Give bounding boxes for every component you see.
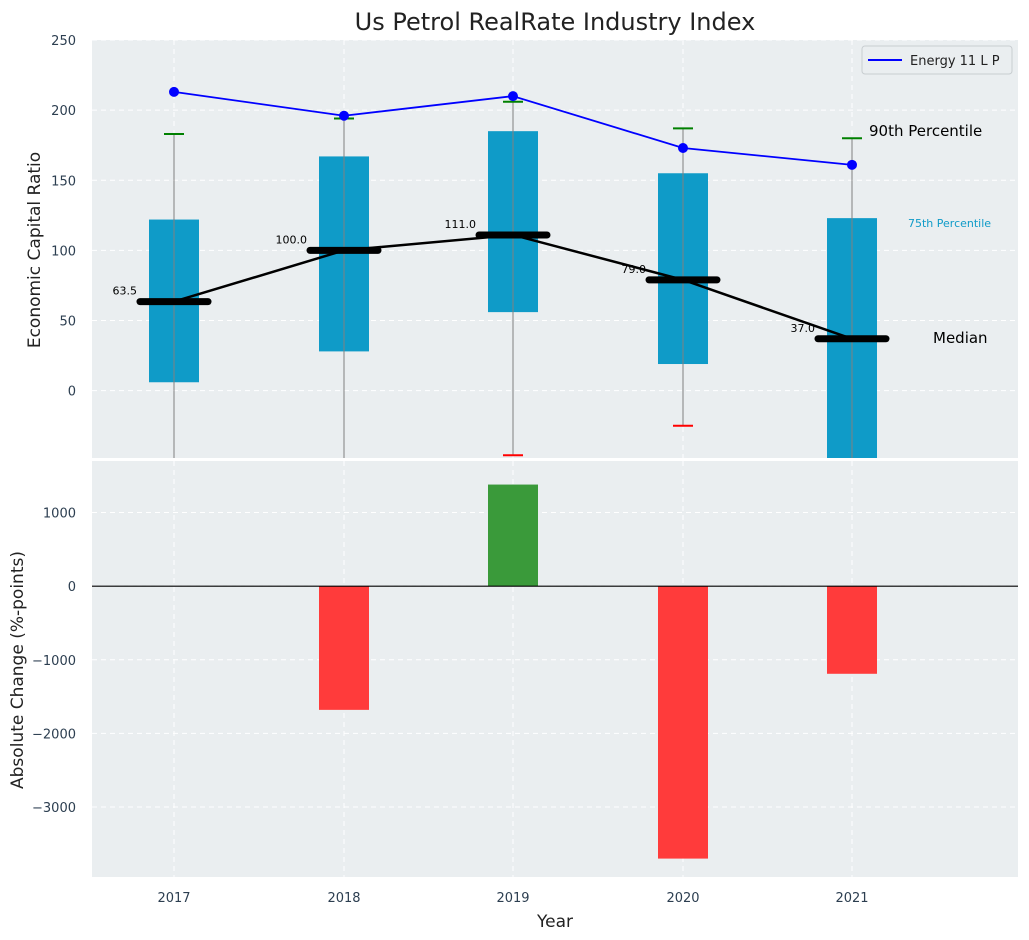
median-trend xyxy=(173,233,853,340)
top-plot-area xyxy=(92,40,1018,458)
top-y-tick-label: 250 xyxy=(51,34,76,49)
energy-series-point xyxy=(508,91,518,102)
annotation-90th-percentile: 90th Percentile xyxy=(869,122,982,140)
bottom-y-tick-label: −2000 xyxy=(32,727,76,742)
legend-label: Energy 11 L P xyxy=(910,54,1000,69)
bottom-y-axis-label: Absolute Change (%-points) xyxy=(8,551,28,789)
median-value-label: 100.0 xyxy=(276,233,308,246)
x-tick-label: 2020 xyxy=(666,891,699,906)
bottom-plot-area xyxy=(92,461,1018,877)
top-y-tick-label: 0 xyxy=(68,385,76,400)
x-tick-label: 2021 xyxy=(835,891,868,906)
energy-series-point xyxy=(169,86,179,97)
chart-title: Us Petrol RealRate Industry Index xyxy=(355,8,756,36)
median-value-label: 79.0 xyxy=(622,263,647,276)
bottom-y-tick-label: −1000 xyxy=(32,654,76,669)
x-tick-label: 2017 xyxy=(157,891,190,906)
median-value-label: 111.0 xyxy=(445,218,477,231)
x-tick-label: 2018 xyxy=(327,891,360,906)
energy-series-point xyxy=(847,159,857,170)
top-y-tick-label: 50 xyxy=(59,315,76,330)
top-y-tick-label: 150 xyxy=(51,174,76,189)
median-trend-line xyxy=(173,233,853,340)
legend: Energy 11 L P xyxy=(861,45,1013,75)
median-value-label: 63.5 xyxy=(113,285,138,298)
x-tick-label: 2019 xyxy=(496,891,529,906)
legend-frame xyxy=(861,45,1013,75)
top-y-tick-label: 200 xyxy=(51,104,76,119)
change-bar xyxy=(319,586,369,710)
top-y-tick-label: 100 xyxy=(51,244,76,259)
x-axis-label: Year xyxy=(536,912,573,932)
median-value-label: 37.0 xyxy=(791,322,816,335)
axis-labels: 2017 2018 2019 2020 2021 0 50 100 150 200 250 −3000… xyxy=(32,34,869,906)
energy-series-point xyxy=(678,143,688,154)
bottom-y-tick-label: −3000 xyxy=(32,801,76,816)
bottom-y-tick-label: 1000 xyxy=(43,507,76,522)
change-bars xyxy=(92,484,1018,859)
change-bar xyxy=(658,586,708,859)
bottom-y-tick-label: 0 xyxy=(68,580,76,595)
energy-series-point xyxy=(339,110,349,121)
top-y-axis-label: Economic Capital Ratio xyxy=(25,152,45,348)
energy-series xyxy=(169,86,857,170)
annotation-median: Median xyxy=(933,329,988,347)
change-bar xyxy=(827,586,877,674)
change-bar xyxy=(488,484,538,587)
annotation-75th-percentile: 75th Percentile xyxy=(908,217,991,230)
